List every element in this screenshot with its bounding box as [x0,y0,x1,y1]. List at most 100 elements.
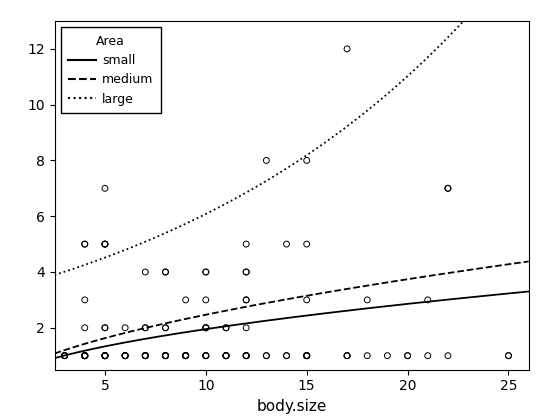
Point [222,352,231,359]
Point [101,185,110,192]
Point [202,352,210,359]
Point [161,269,170,276]
Point [121,352,130,359]
Point [181,352,190,359]
Point [444,352,452,359]
Point [81,352,89,359]
Point [202,352,210,359]
Legend: small, medium, large: small, medium, large [60,27,161,113]
Point [81,352,89,359]
Point [141,352,150,359]
Point [181,352,190,359]
Point [343,45,352,52]
Point [202,324,210,331]
Point [262,352,271,359]
Point [141,269,150,276]
Point [343,352,352,359]
Point [242,352,251,359]
Point [202,324,210,331]
Point [222,352,231,359]
Point [101,352,110,359]
Point [141,352,150,359]
Point [262,157,271,164]
Point [101,352,110,359]
Point [444,185,452,192]
Point [121,352,130,359]
Point [161,324,170,331]
Point [282,241,291,247]
Point [181,297,190,303]
Point [161,352,170,359]
Point [202,269,210,276]
Point [242,352,251,359]
Point [141,324,150,331]
Point [302,352,311,359]
Point [302,352,311,359]
Point [81,352,89,359]
Point [403,352,412,359]
Point [101,352,110,359]
Point [242,324,251,331]
Point [302,241,311,247]
Point [101,352,110,359]
Point [141,352,150,359]
Point [101,352,110,359]
Point [60,352,69,359]
Point [161,324,170,331]
X-axis label: body.size: body.size [256,399,327,414]
Point [81,324,89,331]
Point [121,352,130,359]
Point [242,297,251,303]
Point [141,352,150,359]
Point [101,352,110,359]
Point [181,352,190,359]
Point [121,324,130,331]
Point [101,352,110,359]
Point [181,352,190,359]
Point [202,352,210,359]
Point [343,352,352,359]
Point [343,352,352,359]
Point [242,352,251,359]
Point [302,352,311,359]
Point [161,352,170,359]
Point [161,269,170,276]
Point [202,352,210,359]
Point [121,352,130,359]
Point [81,241,89,247]
Point [81,352,89,359]
Point [444,185,452,192]
Point [60,352,69,359]
Point [242,269,251,276]
Point [222,324,231,331]
Point [242,297,251,303]
Point [363,297,372,303]
Point [202,297,210,303]
Point [161,352,170,359]
Point [222,352,231,359]
Point [81,352,89,359]
Point [181,352,190,359]
Point [202,269,210,276]
Point [81,241,89,247]
Point [60,352,69,359]
Point [282,352,291,359]
Point [81,352,89,359]
Point [262,352,271,359]
Point [363,352,372,359]
Point [302,297,311,303]
Point [101,324,110,331]
Point [121,352,130,359]
Point [101,241,110,247]
Point [141,352,150,359]
Point [302,352,311,359]
Point [222,352,231,359]
Point [222,324,231,331]
Point [504,352,513,359]
Point [81,297,89,303]
Point [81,352,89,359]
Point [101,352,110,359]
Point [423,297,432,303]
Point [302,157,311,164]
Point [181,352,190,359]
